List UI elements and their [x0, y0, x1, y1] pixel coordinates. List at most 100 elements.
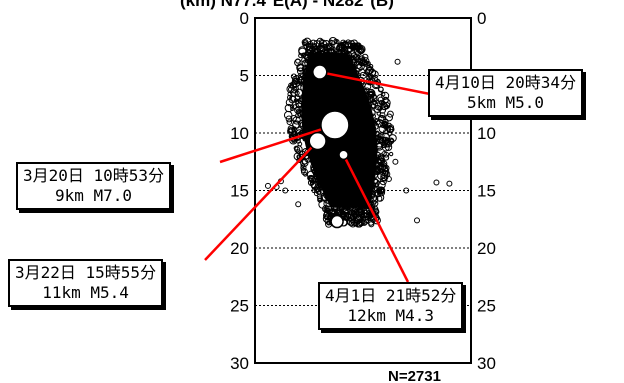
hypocenter-point: [367, 217, 372, 222]
sample-count: N=2731: [388, 368, 441, 383]
hypocenter-point: [361, 220, 368, 226]
hypocenter-point: [378, 86, 384, 92]
outlier-point: [385, 176, 392, 182]
hypocenter-point: [353, 53, 361, 61]
hypocenter-point: [374, 190, 382, 198]
hypocenter-point: [312, 42, 318, 48]
hypocenter-point: [323, 48, 329, 53]
annotation-mar20: 3月20日 10時53分 9km M7.0: [16, 162, 172, 210]
y-tick-label-left: 0: [240, 9, 249, 28]
y-tick-label-left: 30: [230, 354, 249, 373]
hypocenter-point: [339, 211, 346, 218]
hypocenter-point: [352, 47, 358, 53]
hypocenter-point: [285, 98, 294, 107]
highlighted-event: [308, 131, 327, 151]
annotation-apr1-depth-mag: 12km M4.3: [347, 306, 435, 325]
leader-line: [219, 123, 336, 164]
hypocenter-point: [378, 155, 385, 162]
outlier-point: [433, 179, 440, 186]
y-tick-label-right: 15: [477, 182, 496, 201]
hypocenter-point: [300, 164, 307, 171]
hypocenter-point: [295, 99, 300, 105]
highlighted-event: [338, 149, 349, 161]
hypocenter-point: [372, 216, 381, 225]
leader-line: [342, 154, 410, 283]
y-tick-label-right: 10: [477, 124, 496, 143]
hypocenter-point: [316, 37, 324, 45]
hypocenter-point: [302, 41, 307, 47]
hypocenter-point: [354, 219, 363, 228]
hypocenter-point: [380, 164, 389, 173]
outlier-point: [394, 58, 401, 65]
hypocenter-point: [336, 44, 343, 51]
hypocenter-point: [294, 94, 301, 100]
y-tick-label-left: 20: [230, 239, 249, 258]
hypocenter-point: [348, 209, 355, 216]
y-tick-label-left: 10: [230, 124, 249, 143]
outlier-point: [377, 164, 384, 171]
hypocenter-point: [379, 160, 388, 168]
y-tick-label-left: 25: [230, 297, 249, 316]
outlier-point: [295, 201, 302, 208]
hypocenter-point: [374, 118, 381, 126]
hypocenter-point: [322, 211, 332, 220]
hypocenter-point: [372, 200, 379, 207]
hypocenter-point: [358, 219, 366, 227]
hypocenter-point: [380, 170, 389, 179]
hypocenter-point: [350, 39, 358, 47]
hypocenter-point: [292, 104, 297, 110]
hypocenter-point: [305, 42, 310, 47]
hypocenter-point: [355, 64, 363, 72]
annotation-mar22: 3月22日 15時55分 11km M5.4: [8, 259, 164, 307]
y-tick-label-left: 15: [230, 182, 249, 201]
hypocenter-point: [291, 75, 298, 82]
hypocenter-point: [286, 119, 293, 125]
hypocenter-point: [382, 97, 389, 104]
hypocenter-point: [377, 188, 386, 197]
y-tick-label-right: 20: [477, 239, 496, 258]
hypocenter-point: [378, 115, 385, 122]
highlighted-event: [312, 64, 328, 80]
plot-frame: [254, 17, 472, 364]
hypocenter-point: [306, 170, 316, 180]
hypocenter-point: [300, 167, 307, 173]
outlier-point: [414, 217, 420, 224]
annotation-apr10: 4月10日 20時34分 5km M5.0: [428, 69, 584, 117]
hypocenter-point: [294, 58, 302, 67]
hypocenter-point: [362, 212, 369, 218]
hypocenter-point: [300, 52, 307, 58]
outlier-point: [446, 180, 453, 187]
hypocenter-point: [356, 47, 364, 54]
leader-line: [204, 140, 319, 261]
hypocenter-point: [384, 104, 390, 110]
hypocenter-point: [289, 88, 298, 97]
hypocenter-point: [324, 45, 331, 52]
hypocenter-point: [317, 44, 323, 50]
hypocenter-point: [381, 141, 388, 149]
hypocenter-point: [354, 214, 362, 222]
hypocenter-point: [290, 73, 297, 80]
outlier-point: [264, 182, 271, 189]
y-tick-label-right: 25: [477, 297, 496, 316]
hypocenter-point: [358, 211, 366, 218]
outlier-point: [403, 187, 410, 194]
hypocenter-point: [347, 218, 356, 227]
hypocenter-point: [329, 207, 337, 215]
hypocenter-point: [389, 138, 394, 143]
y-tick-label-right: 30: [477, 354, 496, 373]
hypocenter-point: [293, 145, 299, 151]
y-tick-label-left: 5: [240, 67, 249, 86]
annotation-mar20-depth-mag: 9km M7.0: [55, 186, 133, 205]
annotation-apr1: 4月1日 21時52分 12km M4.3: [318, 282, 464, 330]
hypocenter-point: [365, 211, 374, 219]
hypocenter-point: [289, 104, 295, 109]
annotation-mar22-depth-mag: 11km M5.4: [42, 283, 129, 302]
hypocenter-point: [368, 68, 377, 77]
chart-title: (km) N77.4°E(A) - N282°(B): [180, 0, 394, 10]
hypocenter-point: [315, 188, 322, 195]
hypocenter-point: [379, 187, 385, 193]
large-event-point: [330, 214, 344, 229]
hypocenter-point: [322, 214, 332, 223]
hypocenter-point: [387, 137, 395, 145]
